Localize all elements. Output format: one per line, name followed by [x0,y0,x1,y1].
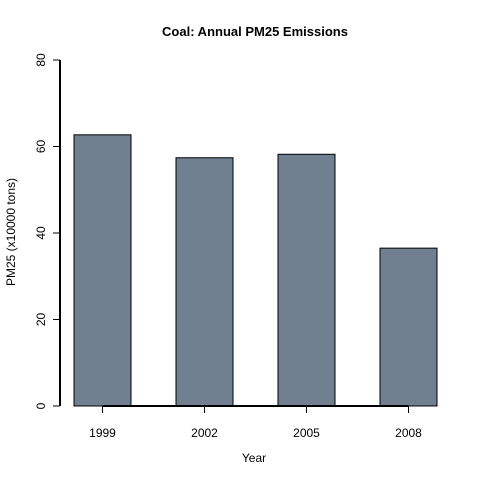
x-axis-ticks: 1999 2002 2005 2008 [89,406,422,440]
x-tick-label: 2008 [395,426,422,440]
x-tick-label: 2002 [191,426,218,440]
x-tick-label: 2005 [293,426,320,440]
y-axis-label: PM25 (x10000 tons) [4,178,18,286]
bar-2005 [278,154,335,406]
y-tick-label: 0 [34,402,48,409]
y-tick-label: 20 [34,313,48,327]
bar-2002 [176,158,233,406]
bar-1999 [74,135,131,406]
chart-title: Coal: Annual PM25 Emissions [162,24,348,39]
y-tick-label: 60 [34,140,48,154]
bars-group [74,135,437,406]
y-tick-label: 80 [34,53,48,67]
y-tick-label: 40 [34,226,48,240]
bar-2008 [380,248,437,406]
y-axis-ticks: 0 20 40 60 80 [34,53,60,409]
x-axis-label: Year [242,451,266,465]
x-tick-label: 1999 [89,426,116,440]
